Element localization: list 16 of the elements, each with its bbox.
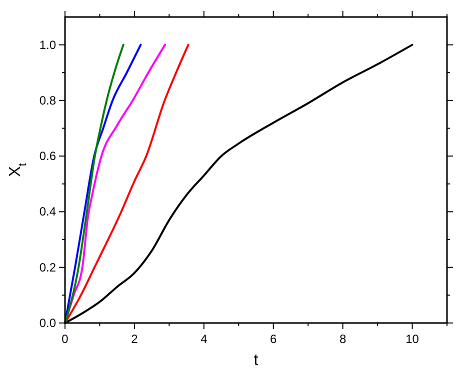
x-tick-label: 8 (339, 332, 346, 346)
x-tick-label: 2 (131, 332, 138, 346)
line-series (64, 44, 190, 324)
line-series (64, 44, 124, 324)
x-tick-label: 4 (200, 332, 208, 346)
y-tick-label: 0.6 (39, 149, 56, 164)
y-tick-label: 0.2 (39, 260, 56, 274)
y-tick-label: 0.0 (39, 316, 56, 330)
x-tick-label: 10 (406, 332, 420, 346)
x-axis-title: t (254, 352, 259, 369)
y-tick-label: 0.4 (39, 204, 56, 219)
y-tick-label: 0.8 (39, 93, 56, 108)
x-tick-label: 6 (270, 332, 278, 346)
x-tick-label: 0 (62, 332, 69, 346)
line-series (64, 44, 142, 324)
y-tick-label: 1.0 (39, 38, 56, 52)
